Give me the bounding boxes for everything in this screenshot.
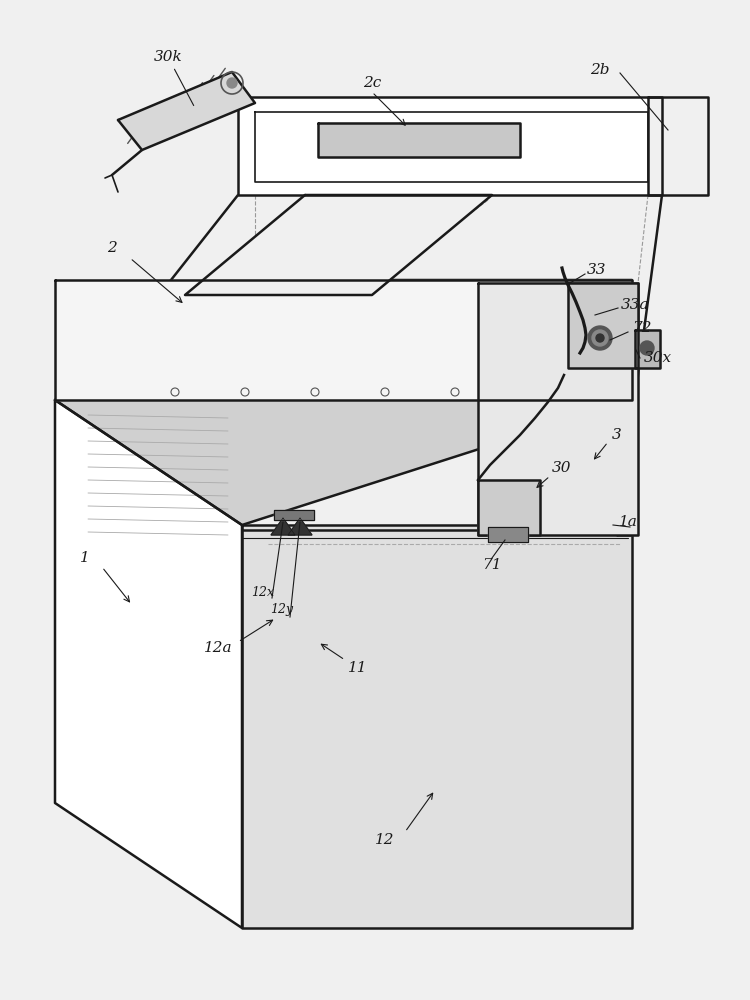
Polygon shape (318, 123, 520, 157)
Polygon shape (185, 195, 492, 295)
Polygon shape (274, 510, 314, 520)
Polygon shape (568, 283, 638, 368)
Polygon shape (488, 527, 528, 542)
Polygon shape (55, 280, 632, 400)
Text: 30: 30 (552, 461, 572, 475)
Text: 2: 2 (107, 241, 117, 255)
Polygon shape (271, 518, 295, 535)
Text: 33: 33 (587, 263, 607, 277)
Text: 12y: 12y (271, 603, 293, 616)
Text: 11: 11 (348, 661, 368, 675)
Text: 2b: 2b (590, 63, 610, 77)
Circle shape (596, 334, 604, 342)
Text: 30x: 30x (644, 351, 672, 365)
Polygon shape (118, 72, 255, 150)
Polygon shape (648, 97, 708, 195)
Polygon shape (288, 518, 312, 535)
Text: 12x: 12x (251, 585, 274, 598)
Circle shape (588, 326, 612, 350)
Polygon shape (478, 480, 540, 535)
Text: 30k: 30k (154, 50, 194, 106)
Polygon shape (635, 330, 660, 368)
Text: 2c: 2c (363, 76, 381, 90)
Text: 3: 3 (612, 428, 622, 442)
Text: 1: 1 (80, 551, 90, 565)
Circle shape (640, 341, 654, 355)
Polygon shape (238, 97, 662, 195)
Polygon shape (242, 525, 632, 928)
Polygon shape (55, 280, 632, 525)
Circle shape (592, 330, 608, 346)
Text: 1a: 1a (619, 515, 638, 529)
Text: 71: 71 (482, 558, 502, 572)
Circle shape (227, 78, 237, 88)
Text: 12a: 12a (204, 641, 232, 655)
Text: 72: 72 (632, 321, 652, 335)
Polygon shape (55, 400, 242, 928)
Text: 33a: 33a (621, 298, 650, 312)
Text: 12: 12 (375, 833, 394, 847)
Polygon shape (478, 283, 638, 535)
